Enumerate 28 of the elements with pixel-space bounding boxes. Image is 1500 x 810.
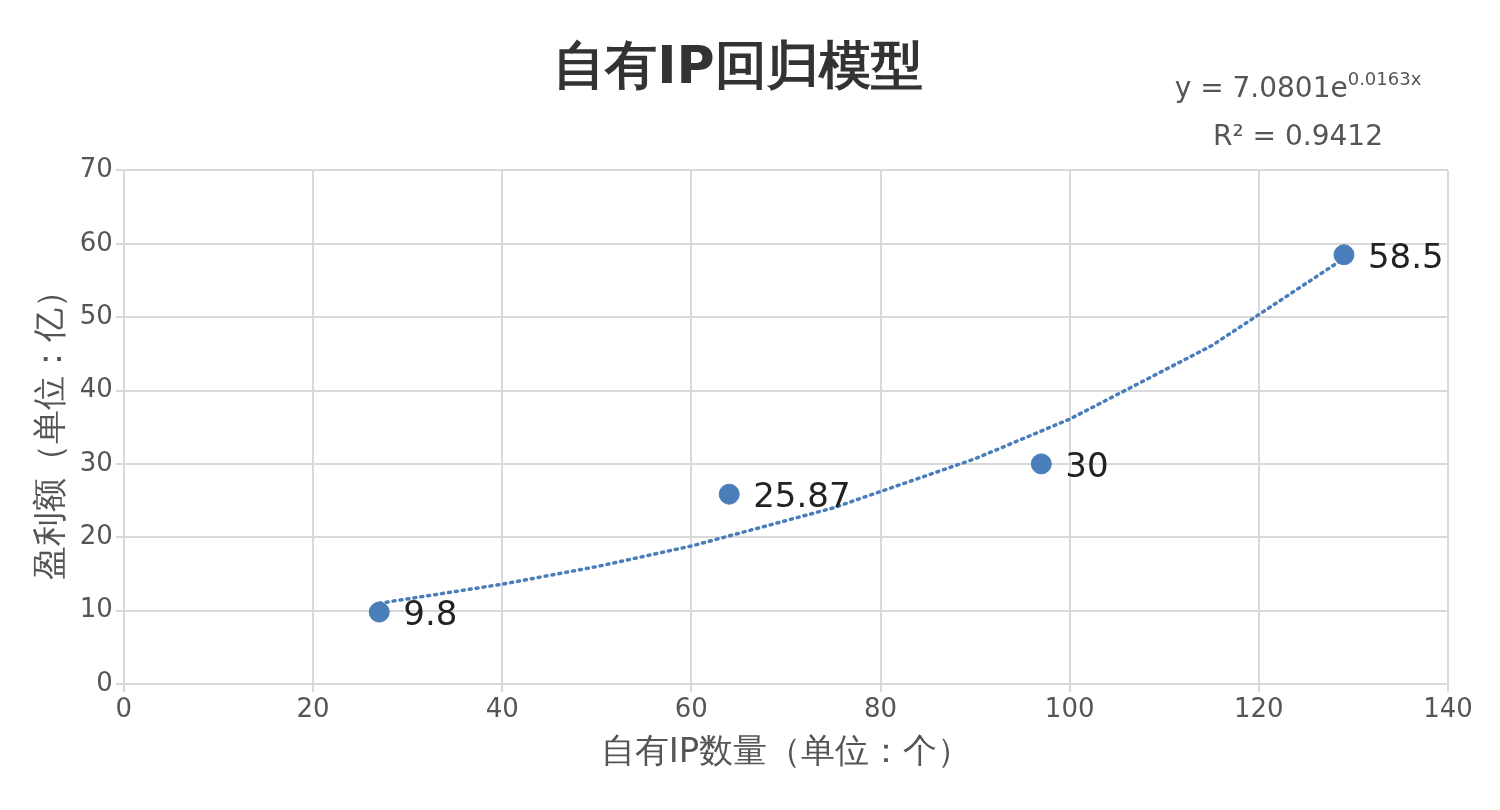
y-tick-label: 60: [79, 226, 113, 257]
text: R² = 0.9412: [1213, 119, 1383, 153]
y-tick-label: 20: [79, 520, 113, 551]
data-label: 9.8: [403, 592, 458, 633]
y-tick-label: 70: [79, 153, 113, 184]
y-tick-label: 30: [79, 446, 113, 477]
y-tick-label: 50: [79, 299, 113, 330]
x-tick-label: 80: [863, 693, 898, 724]
x-tick-label: 60: [674, 693, 708, 724]
x-tick-label: 120: [1234, 693, 1284, 724]
y-tick-label: 40: [79, 373, 113, 404]
data-label: 58.5: [1367, 235, 1444, 276]
y-tick-label: 0: [96, 666, 113, 697]
x-tick-label: 0: [115, 693, 133, 724]
data-label: 25.87: [753, 475, 851, 516]
y-axis-title: 盈利额（单位：亿）: [29, 274, 70, 581]
point: [1333, 244, 1355, 266]
x-tick-label: 40: [485, 693, 519, 724]
point: [368, 601, 390, 623]
y-tick-label: 10: [79, 593, 113, 624]
chart-title: 自有IP回归模型: [553, 34, 923, 95]
point: [1030, 453, 1052, 475]
x-tick-label: 140: [1423, 693, 1473, 724]
x-tick-label: 100: [1044, 693, 1095, 724]
data-label: 30: [1065, 444, 1109, 485]
point: [718, 483, 740, 505]
x-axis-title: 自有IP数量（单位：个）: [600, 730, 972, 771]
x-tick-label: 20: [296, 693, 330, 724]
